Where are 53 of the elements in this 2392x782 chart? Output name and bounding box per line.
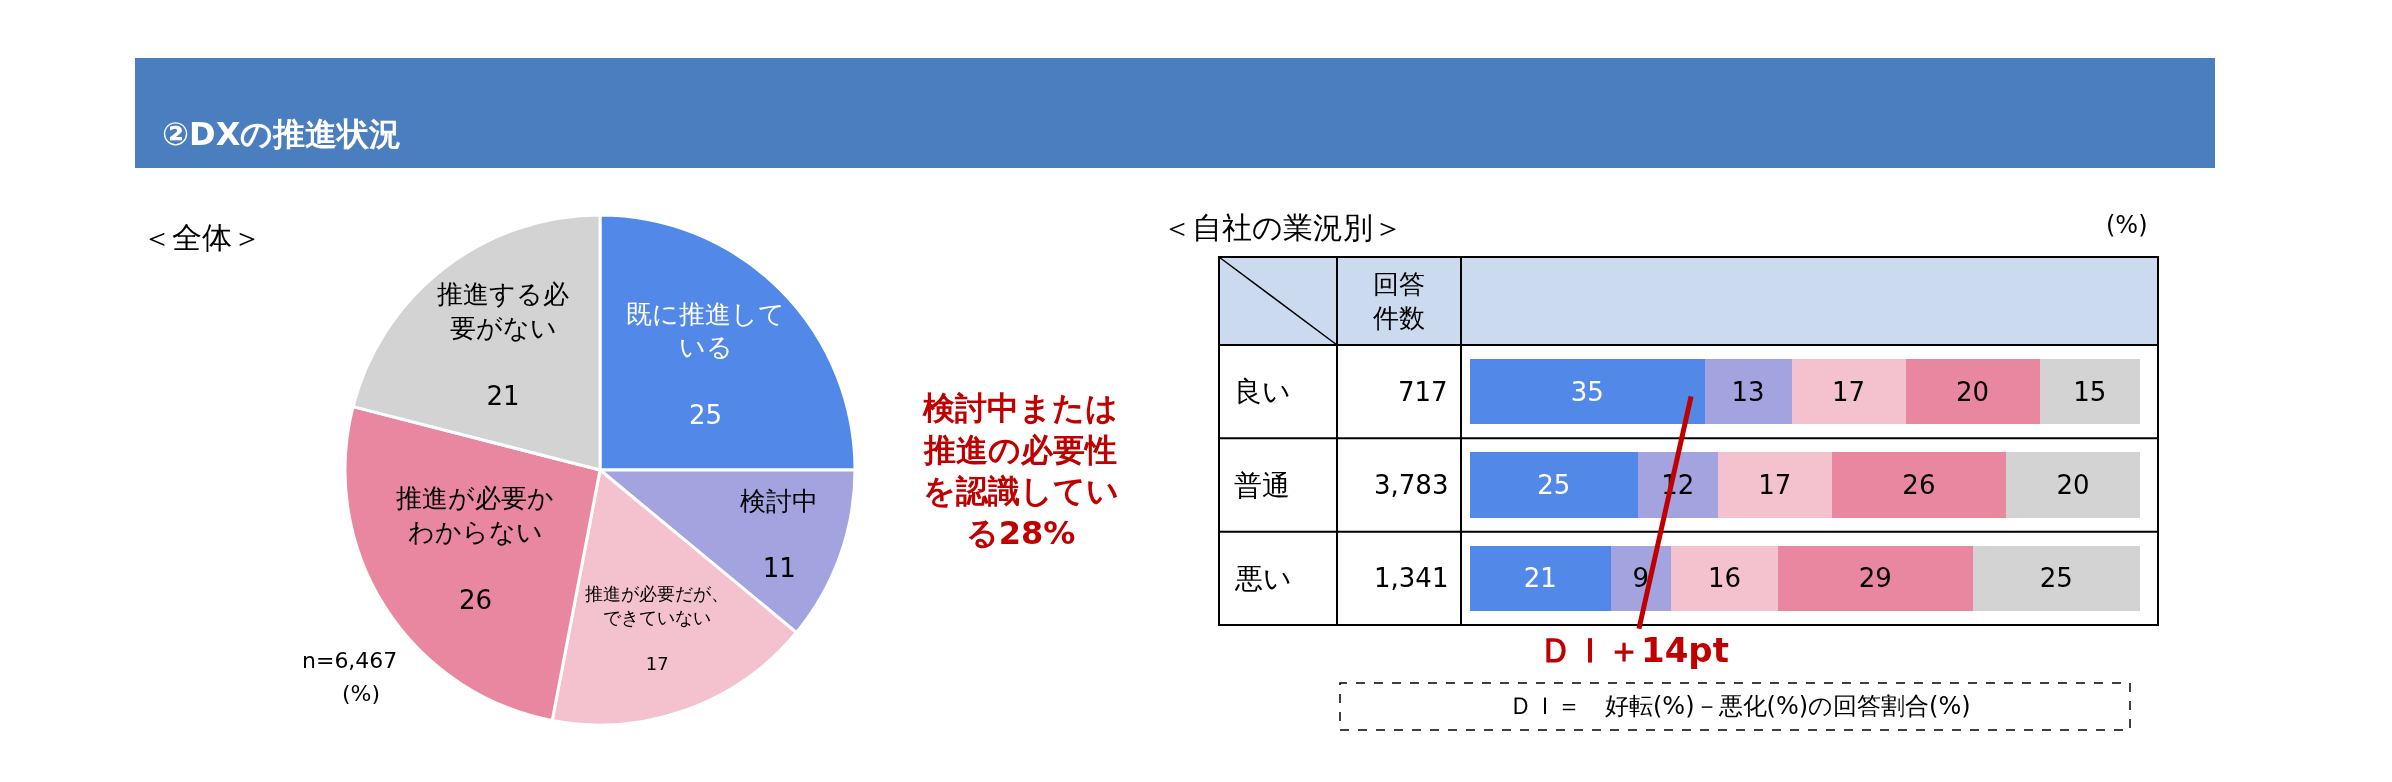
text: 1,341	[1374, 563, 1449, 593]
slice-label: 検討中	[740, 485, 819, 516]
bar	[1671, 545, 1779, 611]
data-label: 25	[2039, 563, 2073, 594]
bar	[1470, 545, 1611, 611]
slice-label: 推進が必要かわからない	[396, 483, 555, 548]
text: 検討中または推進の必要性を認識している28%	[922, 389, 1119, 552]
bar	[1470, 452, 1638, 518]
text: 3,783	[1374, 470, 1449, 500]
category-label: 良い	[1234, 375, 1291, 408]
bar	[1778, 545, 1973, 611]
data-label: 26	[458, 584, 493, 615]
bar	[1831, 452, 2006, 518]
data-label: 25	[689, 400, 723, 431]
text: (%)	[2106, 211, 2148, 239]
data-label: 26	[1902, 470, 1936, 500]
text: ＤＩ＋14pt	[1539, 630, 1729, 670]
data-label: 20	[2056, 470, 2090, 500]
bar	[1972, 545, 2140, 611]
category-label: 悪い	[1235, 562, 1292, 595]
slice-label: 既に推進している	[626, 298, 786, 363]
chart-subtitle: ＜全体＞	[142, 220, 262, 255]
text: n=6,467	[302, 648, 398, 673]
bar	[1791, 359, 1906, 425]
category-label: 普通	[1234, 469, 1290, 502]
bar	[2039, 359, 2140, 425]
data-label: 15	[2073, 376, 2107, 407]
data-label: 17	[645, 653, 669, 675]
text: (%)	[342, 681, 381, 706]
data-label: 35	[1570, 376, 1604, 407]
text: 回答件数	[1373, 269, 1425, 333]
bar	[1905, 359, 2040, 425]
data-label: 25	[1537, 470, 1571, 500]
slice-label: 推進が必要だが、できていない	[585, 583, 730, 628]
bar	[1704, 359, 1792, 425]
data-label: 17	[1832, 376, 1866, 407]
data-label: 20	[1955, 376, 1990, 407]
data-label: 21	[1523, 563, 1557, 594]
text: ＤＩ＝ 好転(%)－悪化(%)の回答割合(%)	[1509, 692, 1971, 720]
data-label: 29	[1858, 563, 1892, 594]
bar	[1470, 359, 1705, 425]
data-label: 11	[762, 553, 796, 584]
data-label: 13	[1731, 376, 1765, 407]
data-label: 16	[1708, 563, 1742, 594]
chart-title: ＜自社の業況別＞	[1162, 210, 1403, 245]
data-label: 17	[1758, 470, 1792, 500]
bar	[2006, 452, 2140, 518]
chart-title: ②DXの推進状況	[162, 115, 402, 153]
data-label: 9	[1632, 563, 1650, 594]
slice-label: 推進する必要がない	[437, 279, 570, 344]
text: 717	[1398, 377, 1448, 407]
data-label: 21	[486, 380, 520, 411]
bar	[1717, 452, 1832, 518]
